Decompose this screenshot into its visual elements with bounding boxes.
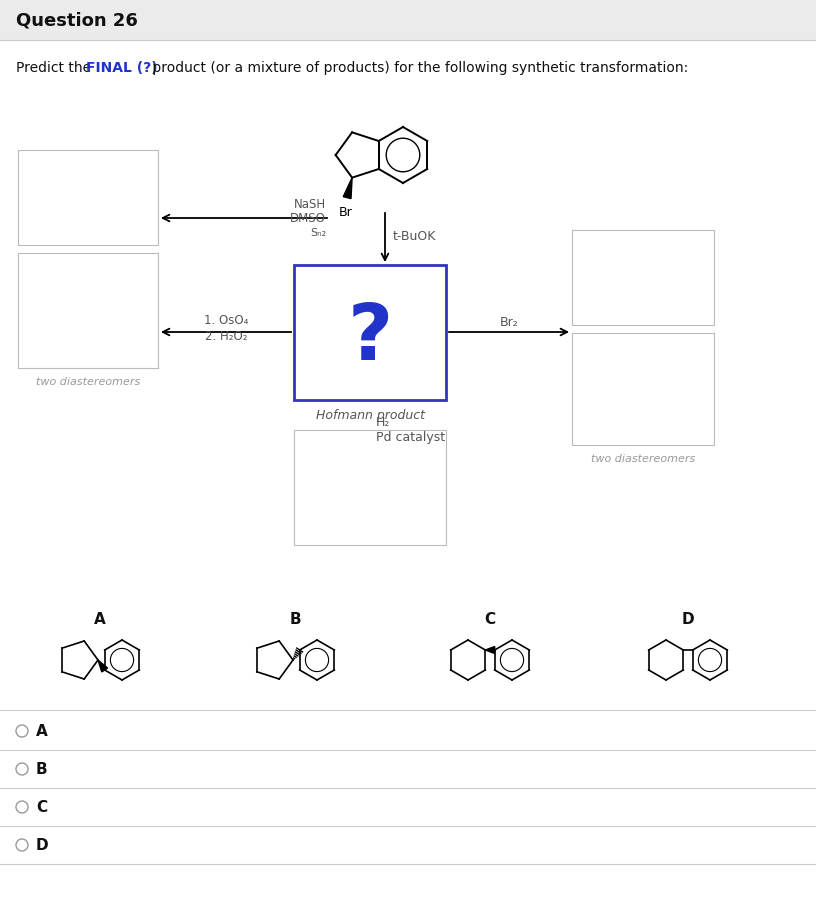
Polygon shape <box>344 178 353 199</box>
Text: NaSH: NaSH <box>294 199 326 212</box>
Polygon shape <box>486 647 494 653</box>
Text: DMSO: DMSO <box>290 213 326 225</box>
Text: two diastereomers: two diastereomers <box>591 454 695 464</box>
Text: B: B <box>36 761 47 777</box>
Text: A: A <box>94 613 106 627</box>
Text: A: A <box>36 724 48 738</box>
Bar <box>572 333 714 445</box>
Text: C: C <box>485 613 495 627</box>
Text: Question 26: Question 26 <box>16 11 138 29</box>
Text: FINAL (?): FINAL (?) <box>86 61 157 75</box>
Bar <box>572 230 714 325</box>
Text: H₂: H₂ <box>376 416 390 429</box>
Bar <box>0 0 816 40</box>
Text: Sₙ₂: Sₙ₂ <box>310 228 326 238</box>
Text: D: D <box>36 837 49 853</box>
Text: Br: Br <box>339 206 353 219</box>
Text: 2. H₂O₂: 2. H₂O₂ <box>205 330 247 343</box>
Bar <box>18 253 158 368</box>
Text: product (or a mixture of products) for the following synthetic transformation:: product (or a mixture of products) for t… <box>148 61 688 75</box>
Text: t-BuOK: t-BuOK <box>393 231 437 244</box>
Text: Predict the: Predict the <box>16 61 95 75</box>
Bar <box>294 430 446 545</box>
Text: B: B <box>289 613 301 627</box>
Text: C: C <box>36 800 47 814</box>
Text: Hofmann product: Hofmann product <box>316 409 424 422</box>
Polygon shape <box>98 660 108 672</box>
Text: Pd catalyst: Pd catalyst <box>376 431 445 443</box>
Text: two diastereomers: two diastereomers <box>36 377 140 387</box>
Text: 1. OsO₄: 1. OsO₄ <box>204 313 248 326</box>
Text: ?: ? <box>348 300 392 376</box>
Text: D: D <box>681 613 694 627</box>
Text: Br₂: Br₂ <box>499 315 518 329</box>
Bar <box>18 150 158 245</box>
Bar <box>294 265 446 400</box>
